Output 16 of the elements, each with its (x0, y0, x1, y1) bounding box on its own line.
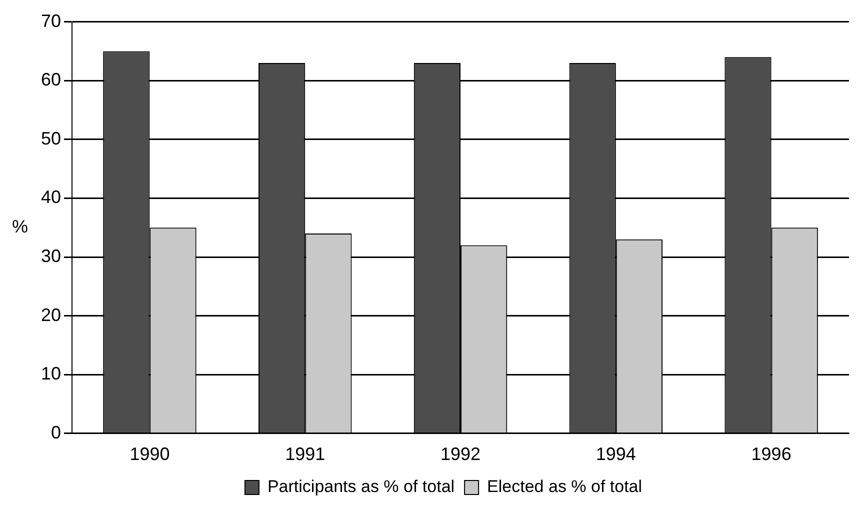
y-tick-label: 60 (40, 70, 62, 90)
x-tick-label: 1991 (285, 444, 326, 464)
x-tick-label: 1990 (130, 444, 170, 464)
y-axis-title: % (12, 216, 28, 237)
legend-label: Elected as % of total (487, 477, 642, 496)
x-tick-label: 1994 (596, 444, 636, 464)
y-tick-label: 70 (40, 10, 62, 31)
y-tick-label: 0 (51, 422, 62, 442)
y-tick-label: 20 (40, 304, 62, 325)
y-tick-label: 30 (40, 246, 62, 266)
y-tick-label: 50 (40, 128, 62, 148)
y-tick-label: 40 (40, 187, 62, 208)
legend-label: Participants as % of total (267, 477, 455, 496)
x-tick-label: 1992 (440, 444, 481, 464)
y-tick-label: 10 (40, 364, 62, 384)
x-tick-label: 1996 (751, 444, 792, 464)
